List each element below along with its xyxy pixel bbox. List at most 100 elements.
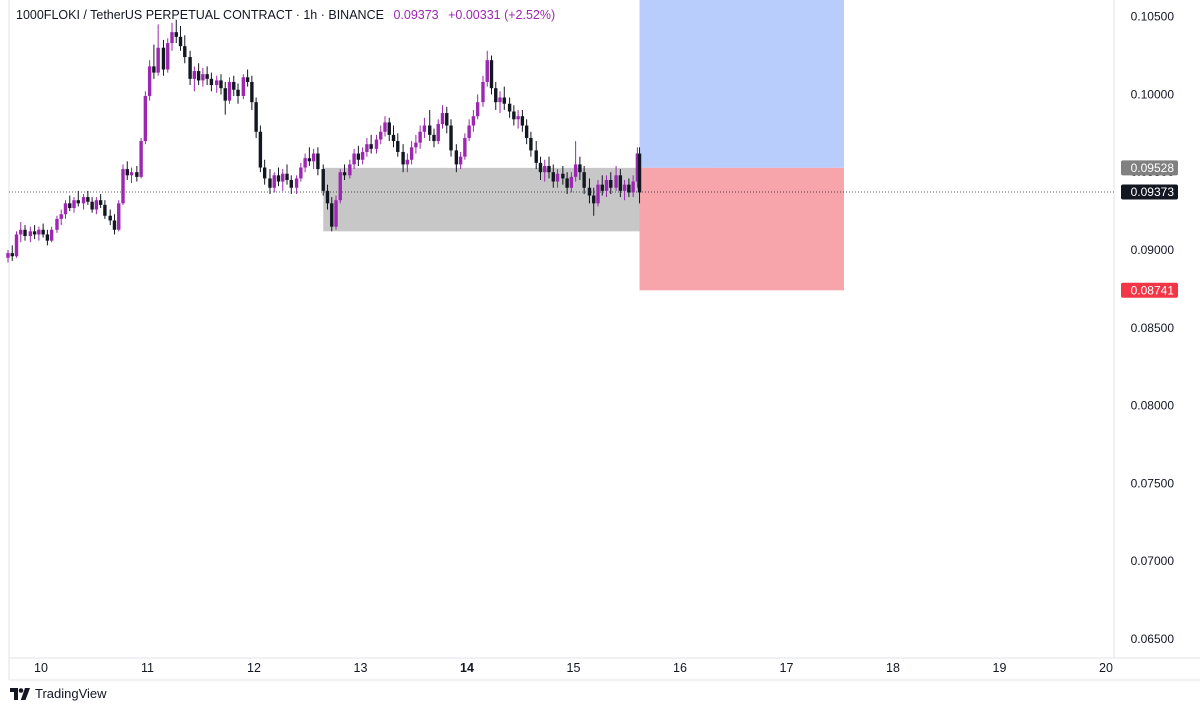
candle [209, 72, 214, 92]
candle [41, 223, 45, 238]
time-tick-label: 18 [886, 661, 900, 675]
candle [232, 75, 236, 96]
candle [622, 179, 627, 201]
candle [178, 25, 183, 51]
candle [219, 74, 223, 95]
price-label-stop: 0.08741 [1121, 282, 1178, 298]
candle [396, 133, 400, 157]
candle [10, 245, 14, 261]
candle [485, 50, 489, 87]
candle [352, 148, 356, 170]
candle [379, 125, 383, 145]
price-axis[interactable]: 0.145000.140000.135000.130000.125000.120… [1131, 0, 1175, 646]
candle [215, 75, 219, 93]
candle [98, 193, 103, 208]
time-axis[interactable]: 10 11 12 13 14 15 16 17 18 19 20 [34, 661, 1113, 675]
candle [152, 44, 156, 79]
candle [405, 153, 410, 173]
candle [166, 38, 170, 73]
candle [494, 81, 498, 110]
candle [254, 97, 258, 138]
candle [330, 197, 334, 232]
candle [90, 197, 94, 213]
candle [117, 200, 121, 232]
candle [338, 169, 342, 204]
candle [489, 55, 494, 95]
drawings-layer[interactable] [323, 0, 845, 291]
candle [196, 63, 201, 86]
candle [135, 165, 139, 182]
candle [414, 134, 418, 154]
candle [63, 200, 68, 219]
candle [294, 175, 299, 194]
price-tick-label: 0.10500 [1131, 10, 1175, 24]
candle [471, 109, 476, 132]
candle [183, 35, 187, 64]
candle [604, 175, 609, 198]
time-tick-label: 11 [141, 661, 154, 675]
candle [223, 81, 227, 115]
candle [529, 131, 533, 157]
candle [387, 117, 391, 142]
candle [170, 22, 174, 51]
candle [365, 137, 369, 157]
time-tick-label: 12 [247, 661, 261, 675]
candle [303, 153, 307, 173]
candle [250, 75, 254, 110]
candle [534, 141, 538, 170]
candle [59, 209, 63, 226]
candle [28, 226, 33, 243]
candle [299, 162, 303, 182]
candle [205, 66, 209, 86]
candle [192, 66, 197, 92]
price-change-value: +0.00331 (+2.52%) [448, 8, 556, 22]
candle [516, 109, 520, 129]
candle [454, 144, 459, 173]
candle [627, 178, 631, 198]
candle [147, 60, 152, 101]
tradingview-label: TradingView [35, 686, 107, 701]
candle [569, 172, 574, 193]
candle [262, 159, 267, 185]
time-tick-label: 17 [780, 661, 794, 675]
candle [458, 151, 463, 170]
candle [342, 164, 347, 180]
candle [348, 159, 352, 179]
candle [139, 137, 143, 179]
candle [432, 128, 436, 148]
candle [512, 105, 516, 126]
symbol-title[interactable]: 1000FLOKI / TetherUS PERPETUAL CONTRACT … [16, 8, 384, 22]
price-tick-label: 0.07500 [1131, 476, 1175, 490]
candle [614, 165, 618, 191]
price-tick-label: 0.08500 [1131, 321, 1175, 335]
candle [418, 125, 422, 149]
candle [578, 156, 582, 180]
candle [258, 125, 263, 173]
candle [72, 197, 76, 213]
candle [241, 74, 246, 100]
candle [156, 24, 160, 76]
long-position-target-zone[interactable] [639, 0, 845, 168]
candle [307, 147, 312, 166]
candle [463, 133, 467, 160]
candle [360, 147, 365, 165]
candle [289, 175, 293, 194]
time-tick-label: 20 [1099, 661, 1113, 675]
candle [356, 145, 361, 166]
long-position-stop-zone[interactable] [639, 167, 845, 291]
candle [311, 148, 316, 170]
tradingview-watermark[interactable]: TradingView [10, 686, 107, 701]
time-tick-label: 14 [460, 661, 474, 675]
candle [285, 164, 289, 185]
price-tick-label: 0.07000 [1131, 554, 1175, 568]
candle [321, 164, 325, 196]
time-tick-label: 19 [993, 661, 1007, 675]
price-tick-label: 0.06500 [1131, 632, 1175, 646]
candle [68, 195, 72, 212]
candle [502, 86, 506, 110]
candle [592, 187, 596, 216]
candle [125, 161, 129, 180]
time-tick-label: 13 [354, 661, 368, 675]
